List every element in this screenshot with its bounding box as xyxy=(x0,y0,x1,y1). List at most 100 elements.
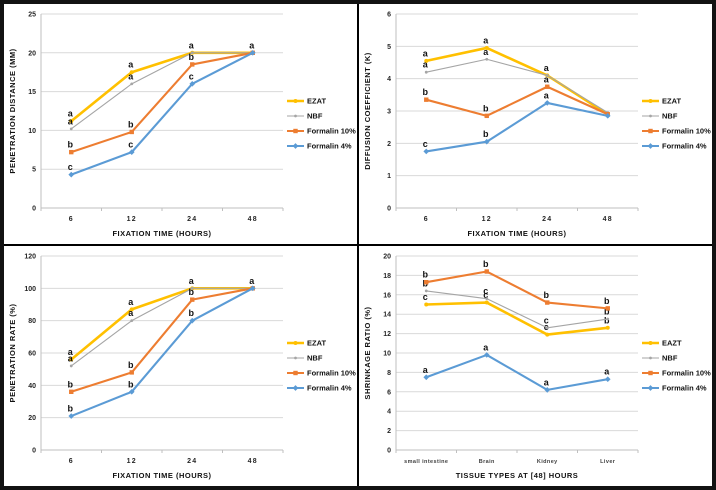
data-point-marker xyxy=(424,58,429,63)
point-label: a xyxy=(68,109,74,119)
x-axis-tick-label: 48 xyxy=(248,458,258,465)
data-point-marker xyxy=(424,97,429,102)
data-point-marker xyxy=(545,74,549,77)
y-axis-tick-label: 4 xyxy=(387,409,391,416)
data-point-marker xyxy=(129,129,134,135)
data-point-marker xyxy=(544,387,551,393)
point-label: b xyxy=(483,259,489,269)
data-point-marker xyxy=(545,84,550,89)
legend-marker-icon xyxy=(647,143,654,149)
x-axis-tick-label: small intestine xyxy=(404,459,448,465)
y-axis-tick-label: 20 xyxy=(28,415,36,422)
x-axis-tick-label: 6 xyxy=(69,216,74,223)
data-point-marker xyxy=(485,57,489,61)
y-axis-title: PENETRATION RATE (%) xyxy=(8,304,17,403)
point-label: a xyxy=(423,48,429,58)
y-axis-tick-label: 80 xyxy=(28,318,36,325)
data-point-marker xyxy=(190,51,194,55)
series-line-EAZT xyxy=(424,301,610,336)
data-point-marker xyxy=(605,325,610,330)
point-label: a xyxy=(128,308,134,318)
series-line-NBF xyxy=(425,290,609,329)
series-line-Formalin 10% xyxy=(425,85,609,117)
data-point-marker xyxy=(484,300,489,305)
point-label: c xyxy=(128,140,133,150)
y-axis-tick-label: 6 xyxy=(387,389,391,396)
point-label: b xyxy=(483,103,489,113)
y-axis-tick-label: 40 xyxy=(28,383,36,390)
data-point-marker xyxy=(424,302,429,307)
legend-marker-icon xyxy=(292,385,299,391)
point-label: c xyxy=(423,139,428,149)
point-label: b xyxy=(604,307,610,317)
penetration-distance-chart: 0 5 10 15 20 25 6 12 24 48 FIXATION TIME (HOURS) PE… xyxy=(8,12,356,239)
point-label: b xyxy=(68,404,74,414)
data-point-marker xyxy=(423,148,430,155)
y-axis-tick-label: 10 xyxy=(28,128,36,135)
y-axis-tick-label: 0 xyxy=(387,206,391,213)
y-axis-title: SHRINKAGE RATIO (%) xyxy=(363,306,372,399)
legend-marker-icon xyxy=(648,99,653,103)
point-label: c xyxy=(423,292,428,302)
shrinkage-ratio-chart: 0 2 4 6 8 10 12 14 16 18 20 small intestine Brain Kid… xyxy=(363,254,711,481)
data-point-marker xyxy=(69,119,74,124)
point-label: b xyxy=(189,52,195,62)
point-label: c xyxy=(483,290,488,300)
series-line-NBF xyxy=(425,58,609,114)
chart-diffusion-coefficient: 0 1 2 3 4 5 6 6 12 24 48 FIXATION TIME (HOURS) DIFFU… xyxy=(359,4,712,244)
point-label: b xyxy=(604,315,610,325)
y-axis-tick-label: 20 xyxy=(28,50,36,57)
point-label: a xyxy=(128,60,134,70)
point-label: b xyxy=(128,360,134,370)
x-axis-tick-label: 24 xyxy=(187,216,197,223)
data-point-marker xyxy=(189,81,196,87)
legend-item-label: Formalin 4% xyxy=(307,384,352,393)
point-label: b xyxy=(128,379,134,389)
point-label: b xyxy=(128,119,134,129)
legend-item-label: Formalin 10% xyxy=(307,369,356,378)
data-point-marker xyxy=(483,352,490,358)
y-axis-tick-label: 16 xyxy=(383,292,391,299)
y-axis-tick-label: 120 xyxy=(24,254,36,261)
point-label: b xyxy=(423,270,429,280)
point-label: a xyxy=(68,353,74,363)
legend-marker-icon xyxy=(292,143,299,149)
y-axis-tick-label: 5 xyxy=(32,167,36,174)
point-label: b xyxy=(604,296,610,306)
legend-item-label: EZAT xyxy=(662,97,681,106)
legend-item-label: Formalin 10% xyxy=(662,127,711,136)
x-axis-title: FIXATION TIME (HOURS) xyxy=(112,471,211,480)
y-axis-tick-label: 10 xyxy=(383,351,391,358)
legend-marker-icon xyxy=(294,114,297,118)
y-axis-tick-label: 100 xyxy=(24,286,36,293)
legend-item-label: Formalin 4% xyxy=(662,142,707,151)
legend-marker-icon xyxy=(648,341,653,345)
y-axis-tick-label: 60 xyxy=(28,351,36,358)
legend-marker-icon xyxy=(294,356,297,360)
x-axis-title: TISSUE TYPES AT [48] HOURS xyxy=(456,471,579,480)
data-point-marker xyxy=(604,113,611,119)
y-axis-title: DIFFUSION COEFFICIENT (K) xyxy=(363,52,372,170)
series-line-NBF xyxy=(70,52,254,130)
x-axis-tick-label: 12 xyxy=(127,458,137,465)
chart-shrinkage-ratio: 0 2 4 6 8 10 12 14 16 18 20 small intestine Brain Kid… xyxy=(359,246,712,486)
legend-item-label: EZAT xyxy=(307,339,326,348)
data-point-marker xyxy=(424,289,428,293)
point-label: a xyxy=(249,40,255,50)
y-axis-tick-label: 15 xyxy=(28,89,36,96)
point-label: c xyxy=(544,315,549,325)
point-label: a xyxy=(189,40,195,50)
point-label: c xyxy=(68,162,73,172)
x-axis-tick-label: Brain xyxy=(479,459,495,465)
x-axis-tick-label: Liver xyxy=(600,459,616,465)
data-point-marker xyxy=(69,389,74,394)
data-point-marker xyxy=(606,317,610,321)
data-point-marker xyxy=(484,269,489,274)
y-axis-tick-label: 25 xyxy=(28,12,36,19)
legend-item-label: Formalin 10% xyxy=(307,127,356,136)
point-label: c xyxy=(189,71,194,81)
point-label: a xyxy=(544,377,550,387)
data-point-marker xyxy=(604,376,611,383)
legend-marker-icon xyxy=(647,385,654,391)
point-label: a xyxy=(423,365,429,375)
